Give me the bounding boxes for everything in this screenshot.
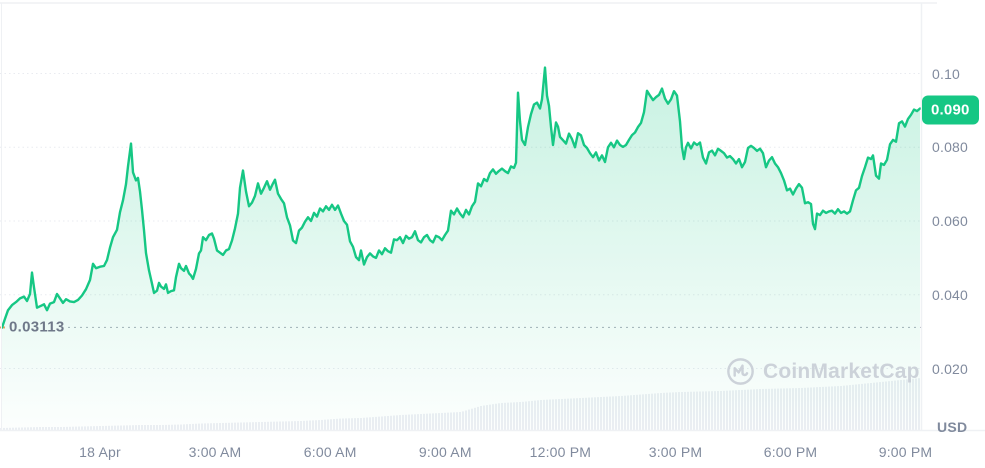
x-tick-label: 3:00 AM	[188, 444, 242, 460]
price-line	[0, 66, 922, 329]
y-tick-label: 0.080	[932, 139, 969, 156]
x-tick-label: 9:00 AM	[418, 444, 472, 460]
price-area-fill	[2, 67, 920, 430]
x-tick-label: 9:00 PM	[878, 444, 933, 460]
usd-unit-label: USD	[937, 419, 968, 435]
current-price-value: 0.090	[931, 101, 970, 119]
x-tick-label: 3:00 PM	[648, 444, 703, 460]
y-tick-label: 0.040	[932, 286, 969, 303]
low-price-label: 0.03113	[9, 318, 65, 336]
x-tick-label: 18 Apr	[79, 444, 121, 460]
x-tick-label: 6:00 AM	[303, 444, 357, 460]
x-tick-label: 6:00 PM	[763, 444, 818, 460]
coinmarketcap-logo-icon	[727, 358, 754, 385]
current-price-badge: 0.090	[922, 95, 979, 125]
y-tick-label: 0.020	[932, 360, 969, 377]
watermark-text: CoinMarketCap	[763, 359, 920, 383]
y-axis: 0.090 USD 0.10 0.080 0.060 0.040 0.020	[922, 0, 985, 468]
coinmarketcap-watermark: CoinMarketCap	[726, 356, 920, 387]
x-axis: 18 Apr 3:00 AM 6:00 AM 9:00 AM 12:00 PM 3:00 …	[0, 438, 932, 468]
y-tick-label: 0.060	[932, 213, 969, 229]
y-tick-label: 0.10	[932, 65, 961, 82]
x-tick-label: 12:00 PM	[529, 444, 592, 460]
